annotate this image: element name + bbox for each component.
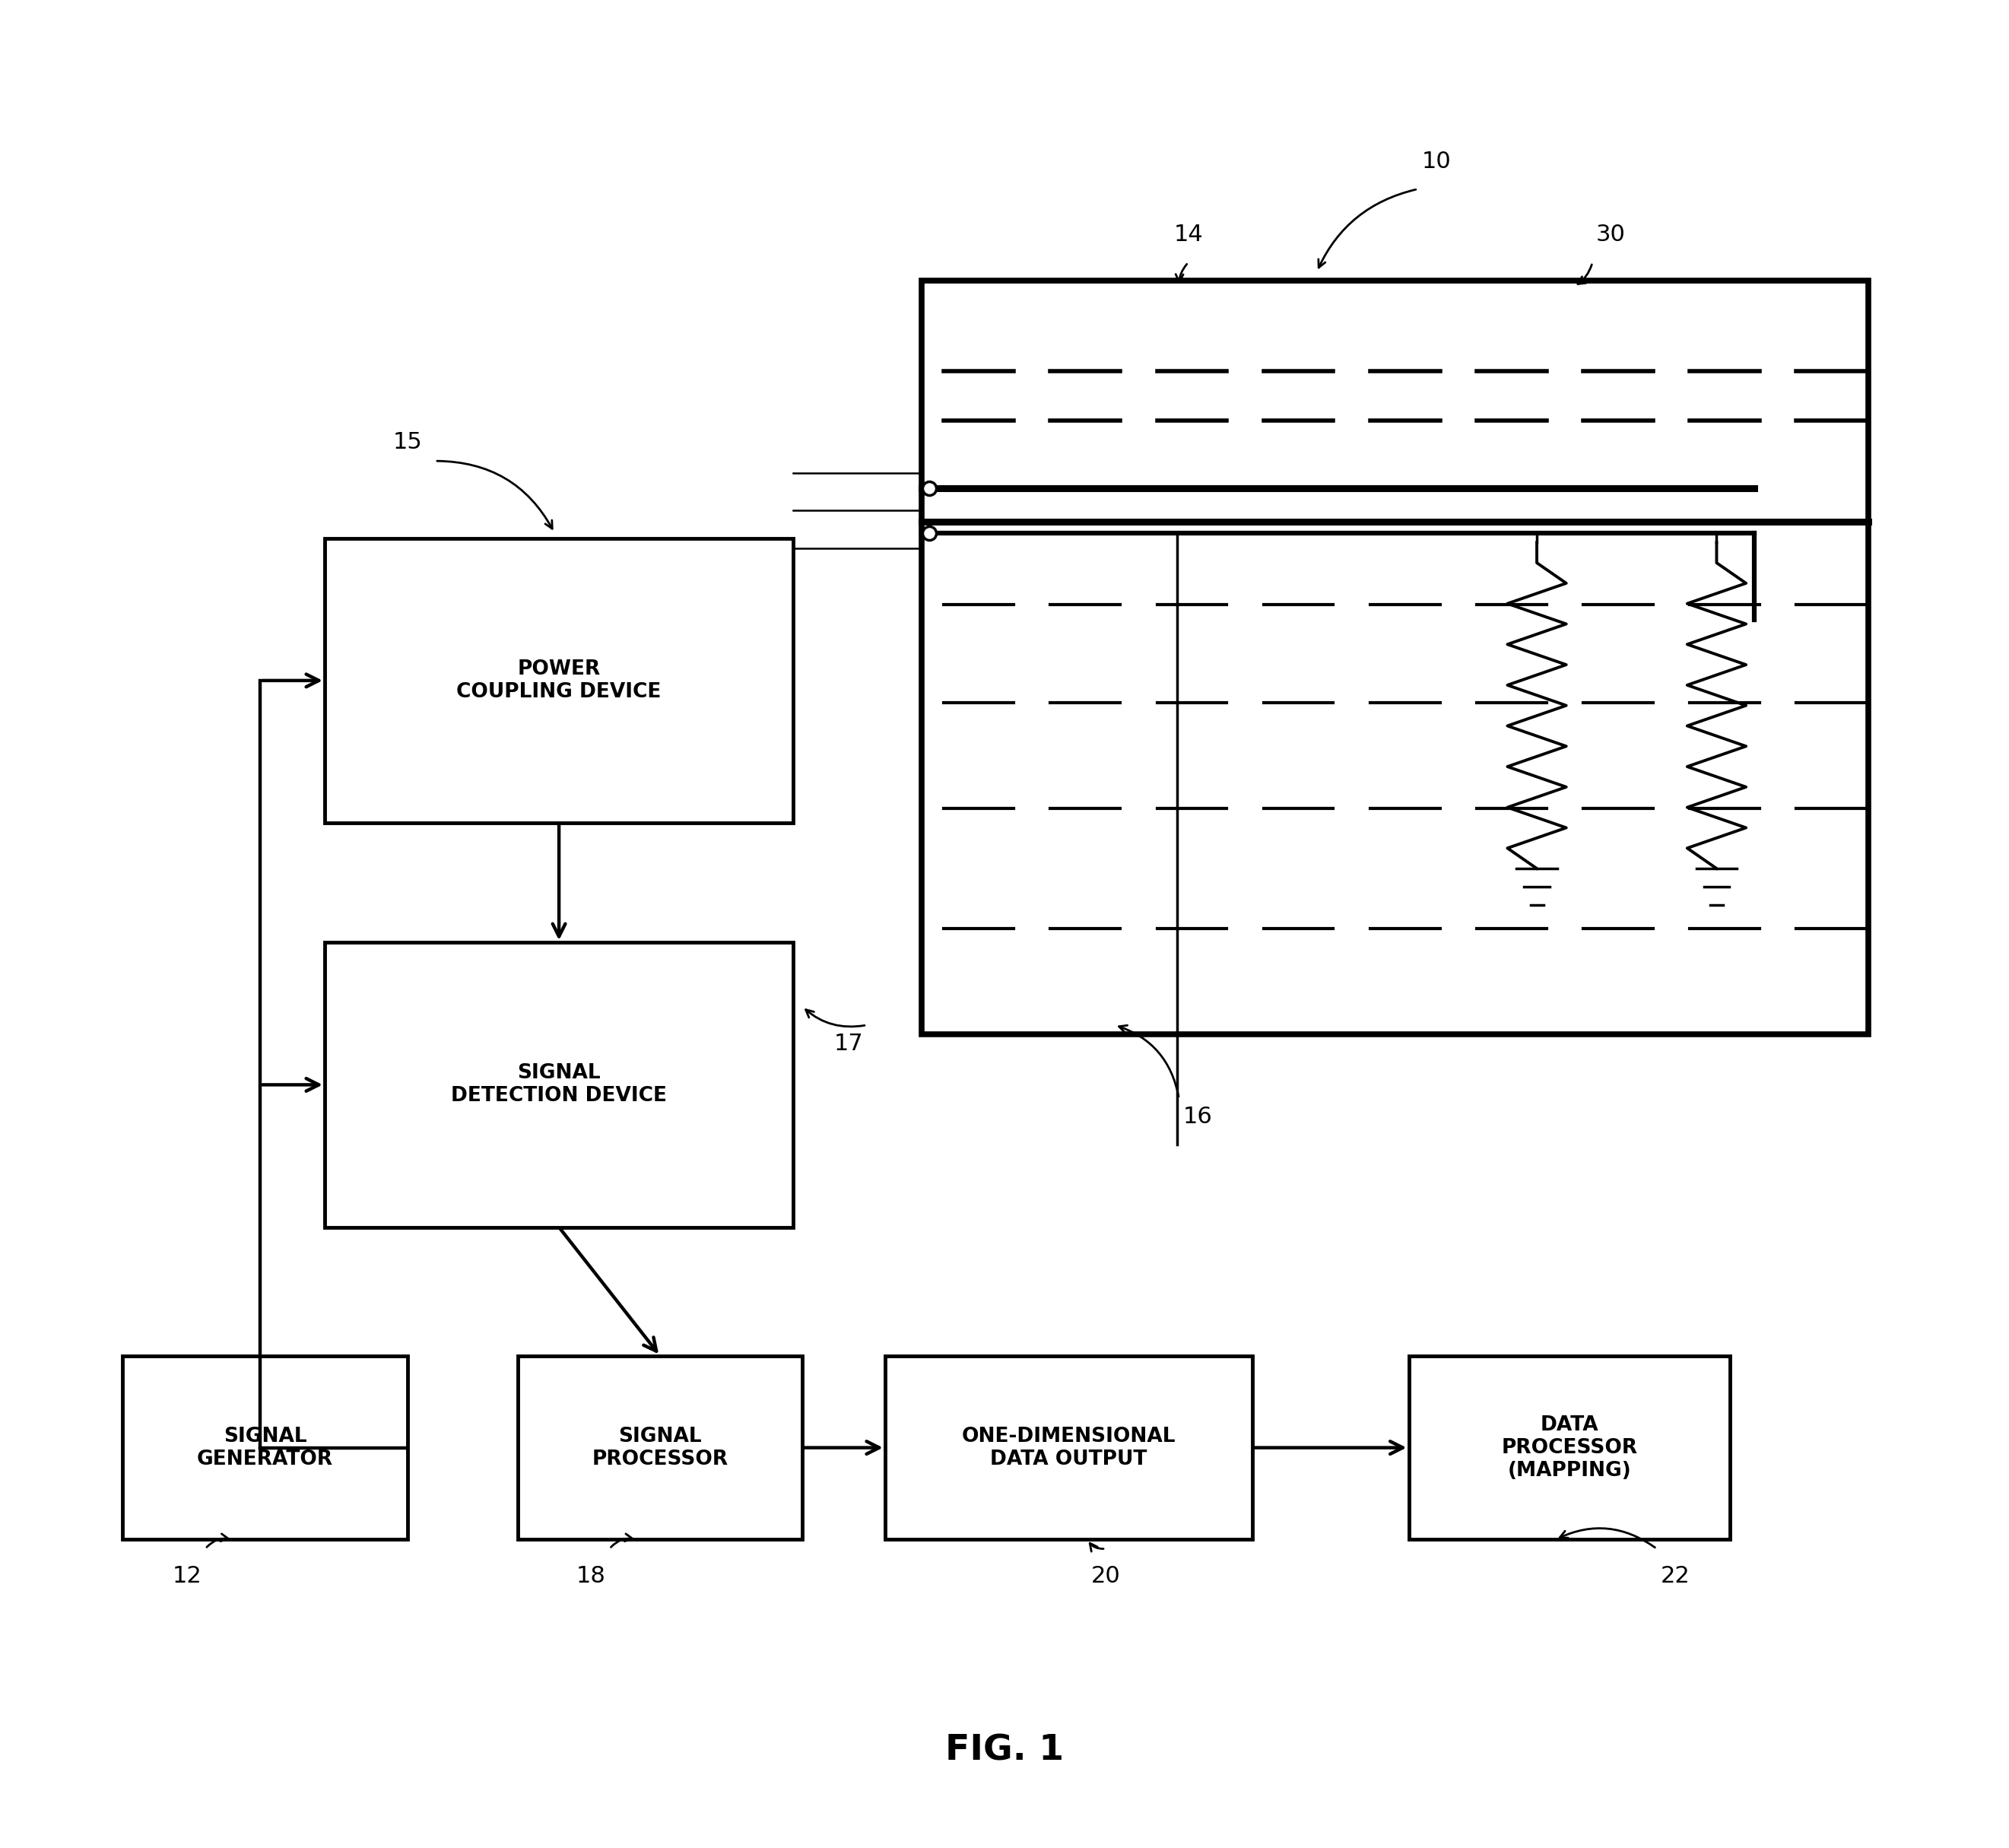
Text: DATA
PROCESSOR
(MAPPING): DATA PROCESSOR (MAPPING) (1501, 1416, 1637, 1480)
Text: 30: 30 (1595, 224, 1625, 246)
Text: 12: 12 (173, 1565, 201, 1587)
FancyBboxPatch shape (123, 1356, 408, 1539)
Text: 16: 16 (1183, 1105, 1211, 1127)
Text: 10: 10 (1422, 150, 1450, 172)
Text: 15: 15 (392, 432, 422, 453)
Text: 14: 14 (1173, 224, 1203, 246)
Text: SIGNAL
GENERATOR: SIGNAL GENERATOR (197, 1427, 333, 1469)
Text: ONE-DIMENSIONAL
DATA OUTPUT: ONE-DIMENSIONAL DATA OUTPUT (962, 1427, 1175, 1469)
FancyBboxPatch shape (886, 1356, 1252, 1539)
FancyBboxPatch shape (325, 942, 794, 1227)
Text: 17: 17 (834, 1033, 864, 1055)
Text: SIGNAL
PROCESSOR: SIGNAL PROCESSOR (593, 1427, 727, 1469)
Text: 18: 18 (577, 1565, 607, 1587)
FancyBboxPatch shape (922, 281, 1868, 1035)
Text: SIGNAL
DETECTION DEVICE: SIGNAL DETECTION DEVICE (450, 1063, 667, 1107)
Text: 22: 22 (1659, 1565, 1690, 1587)
Text: POWER
COUPLING DEVICE: POWER COUPLING DEVICE (456, 660, 661, 702)
Text: FIG. 1: FIG. 1 (944, 1733, 1065, 1769)
FancyBboxPatch shape (325, 538, 794, 822)
FancyBboxPatch shape (1408, 1356, 1730, 1539)
Text: 20: 20 (1091, 1565, 1121, 1587)
FancyBboxPatch shape (518, 1356, 802, 1539)
